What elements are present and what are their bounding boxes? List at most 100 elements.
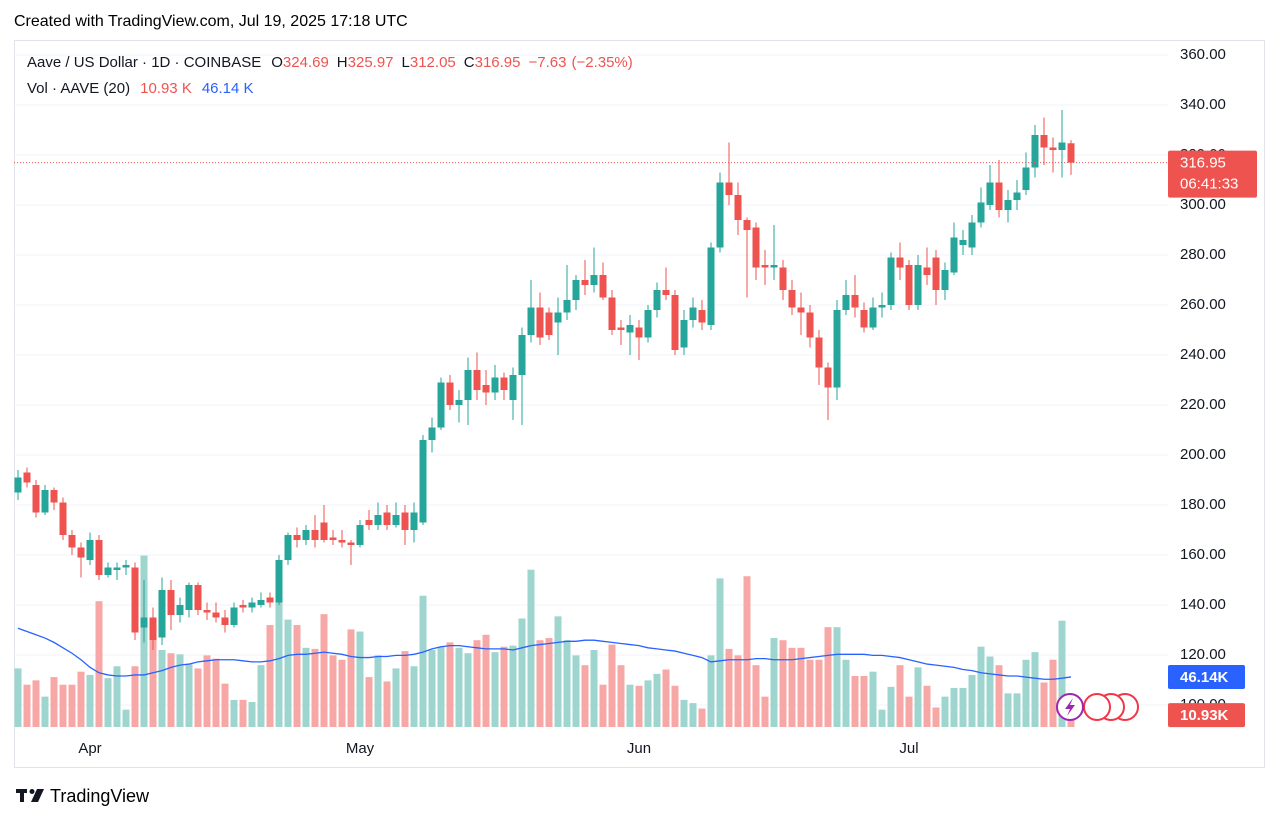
candle-body bbox=[374, 515, 382, 525]
volume-bar bbox=[860, 676, 868, 727]
volume-bar bbox=[590, 649, 598, 727]
y-tick-label: 340.00 bbox=[1180, 96, 1226, 113]
volume-legend: Vol · AAVE (20) 10.93 K 46.14 K bbox=[27, 80, 254, 97]
candle-body bbox=[140, 617, 148, 628]
candle-body bbox=[770, 265, 778, 268]
volume-bar bbox=[905, 696, 913, 727]
volume-bar bbox=[689, 703, 697, 727]
volume-bar bbox=[473, 640, 481, 727]
last-price-tag bbox=[1168, 150, 1257, 198]
candle-body bbox=[671, 295, 679, 350]
candle-body bbox=[815, 337, 823, 368]
candle-body bbox=[761, 265, 769, 268]
candle-body bbox=[356, 525, 364, 545]
y-tick-label: 140.00 bbox=[1180, 596, 1226, 613]
volume-bar bbox=[806, 659, 814, 727]
volume-bar bbox=[167, 653, 175, 727]
volume-bar bbox=[122, 709, 130, 727]
volume-bar bbox=[707, 655, 715, 727]
candle-body bbox=[536, 307, 544, 338]
volume-bar bbox=[716, 578, 724, 727]
candle-body bbox=[698, 310, 706, 323]
volume-bar bbox=[995, 665, 1003, 727]
candle-body bbox=[518, 335, 526, 375]
candle-body bbox=[320, 522, 328, 540]
volume-bar bbox=[644, 680, 652, 727]
volume-bar bbox=[275, 601, 283, 727]
volume-bar bbox=[968, 674, 976, 727]
candle-body bbox=[977, 202, 985, 223]
volume-bar bbox=[500, 646, 508, 727]
candle-body bbox=[257, 600, 265, 605]
volume-bar bbox=[284, 619, 292, 727]
candle-body bbox=[554, 312, 562, 323]
candle-body bbox=[635, 327, 643, 338]
volume-name: Vol · AAVE (20) bbox=[27, 80, 131, 97]
candle-body bbox=[545, 312, 553, 335]
volume-bar bbox=[203, 655, 211, 727]
volume-bar bbox=[32, 680, 40, 727]
candle-body bbox=[563, 300, 571, 313]
candle-body bbox=[914, 265, 922, 305]
y-tick-label: 200.00 bbox=[1180, 446, 1226, 463]
volume-bar bbox=[50, 677, 58, 727]
candle-body bbox=[158, 590, 166, 638]
volume-bar bbox=[212, 658, 220, 727]
volume-bar bbox=[383, 681, 391, 727]
candle-body bbox=[950, 237, 958, 273]
candle-body bbox=[581, 280, 589, 285]
volume-bar bbox=[104, 678, 112, 727]
candle-body bbox=[131, 567, 139, 633]
tradingview-logo bbox=[16, 789, 44, 802]
volume-bar bbox=[320, 614, 328, 727]
volume-bar bbox=[482, 634, 490, 727]
candle-body bbox=[707, 247, 715, 325]
candle-body bbox=[878, 305, 886, 308]
candle-body bbox=[869, 307, 877, 328]
y-tick-label: 280.00 bbox=[1180, 246, 1226, 263]
candle-body bbox=[923, 267, 931, 275]
candle-body bbox=[329, 537, 337, 540]
volume-bar bbox=[437, 646, 445, 727]
candle-body bbox=[788, 290, 796, 308]
volume-bar bbox=[293, 625, 301, 727]
volume-bar bbox=[374, 655, 382, 727]
candle-body bbox=[59, 502, 67, 535]
candle-body bbox=[23, 472, 31, 483]
volume-bar bbox=[1049, 659, 1057, 727]
volume-bar bbox=[158, 649, 166, 727]
volume-bar bbox=[23, 684, 31, 727]
volume-bar bbox=[41, 696, 49, 727]
candle-body bbox=[392, 515, 400, 525]
candle-body bbox=[32, 485, 40, 513]
candle-body bbox=[905, 265, 913, 305]
candle-body bbox=[644, 310, 652, 338]
footer: TradingView bbox=[50, 786, 150, 806]
candle-body bbox=[86, 540, 94, 560]
candle-body bbox=[1022, 167, 1030, 190]
candle-body bbox=[1058, 142, 1066, 150]
candle-body bbox=[455, 400, 463, 405]
candle-body bbox=[941, 270, 949, 290]
legend-close: 316.95 bbox=[474, 54, 521, 71]
candle-body bbox=[50, 490, 58, 503]
y-tick-label: 300.00 bbox=[1180, 196, 1226, 213]
legend-open: 324.69 bbox=[282, 54, 329, 71]
volume-bar bbox=[752, 665, 760, 727]
volume-bar bbox=[257, 665, 265, 727]
candle-body bbox=[1040, 135, 1048, 148]
candle-body bbox=[1031, 135, 1039, 168]
volume-bar bbox=[329, 655, 337, 727]
candle-body bbox=[464, 370, 472, 400]
volume-bar bbox=[554, 616, 562, 727]
candle-body bbox=[221, 617, 229, 625]
x-tick-label: Jun bbox=[627, 740, 651, 757]
volume-bar bbox=[266, 625, 274, 727]
candle-body bbox=[887, 257, 895, 305]
candle-body bbox=[185, 585, 193, 610]
volume-bar bbox=[788, 647, 796, 727]
candle-body bbox=[680, 320, 688, 348]
candle-body bbox=[572, 280, 580, 300]
y-tick-label: 160.00 bbox=[1180, 546, 1226, 563]
candle-body bbox=[509, 375, 517, 400]
